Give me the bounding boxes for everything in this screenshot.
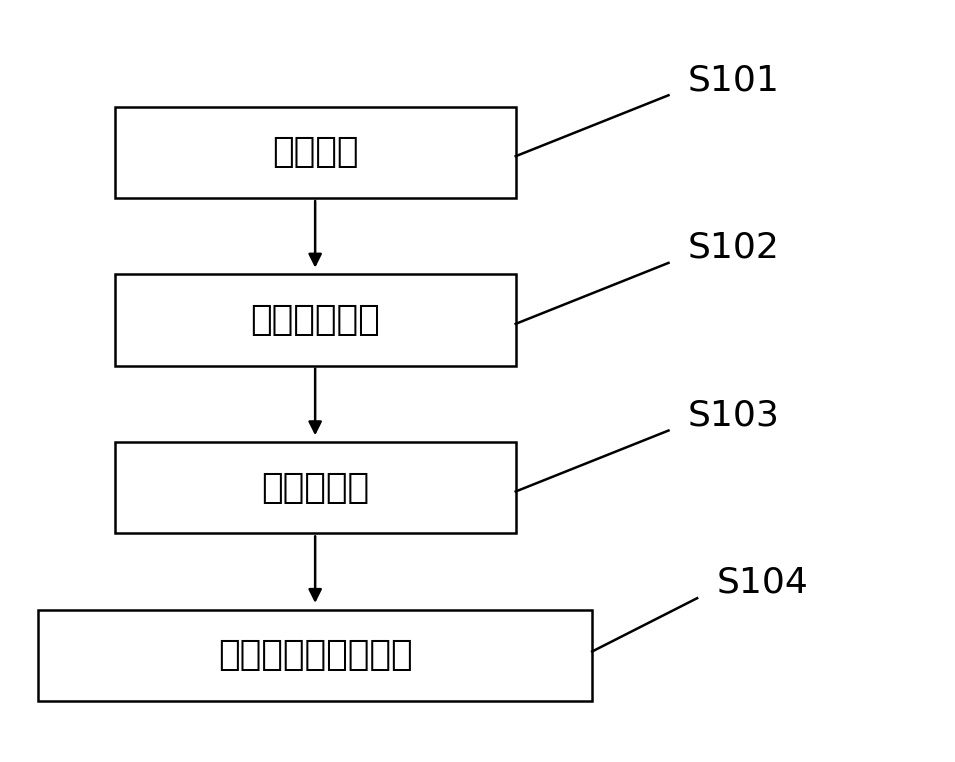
Text: S103: S103 [688,399,779,432]
Bar [115,442,516,533]
Text: S104: S104 [716,566,808,600]
Bar [115,107,516,198]
Text: 衬牀垫层铺设: 衬牀垫层铺设 [250,303,380,337]
Text: S102: S102 [688,231,779,264]
Text: S101: S101 [688,63,779,97]
Text: 渠基处理: 渠基处理 [272,136,358,169]
Bar [38,610,592,701]
Text: 渠道衬牀混凝土现浇: 渠道衬牀混凝土现浇 [218,639,413,672]
Bar [115,274,516,366]
Text: 土工布铺设: 土工布铺设 [261,471,370,504]
